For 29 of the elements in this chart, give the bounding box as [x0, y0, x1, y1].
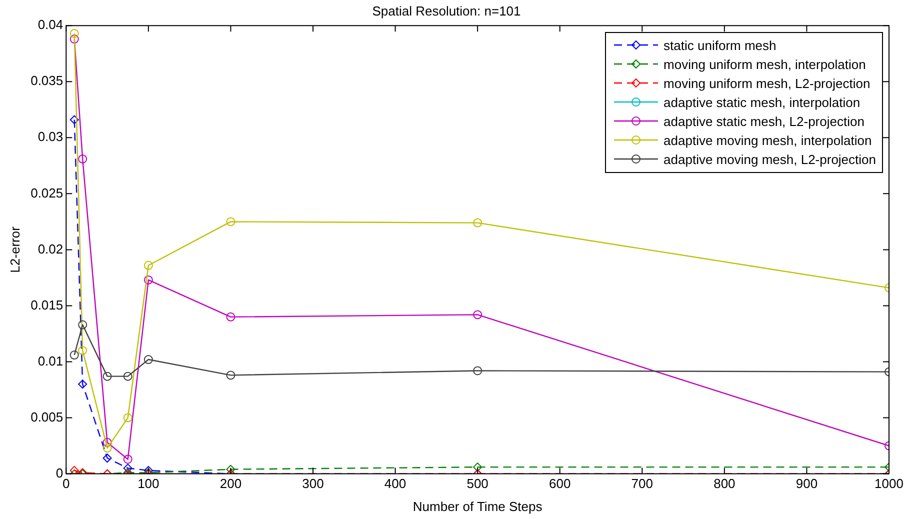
y-tick-label: 0.04: [38, 17, 64, 32]
x-tick-label: 200: [220, 476, 242, 492]
x-tick-label: 800: [714, 476, 736, 492]
x-tick-label: 900: [796, 476, 818, 492]
y-tick-label: 0.02: [38, 241, 64, 256]
legend-label: static uniform mesh: [664, 36, 776, 55]
legend-label: adaptive moving mesh, interpolation: [664, 132, 872, 150]
x-tick-label: 300: [302, 476, 324, 492]
y-tick-label: 0.015: [30, 297, 64, 312]
x-tick-label: 500: [466, 476, 488, 492]
legend-label: adaptive moving mesh, L2-projection: [664, 150, 876, 169]
y-tick-label: 0.03: [38, 129, 64, 144]
x-tick-label: 600: [549, 476, 571, 492]
legend-label: moving uniform mesh, interpolation: [664, 56, 866, 74]
y-tick-label: 0.035: [30, 73, 64, 88]
x-tick-label: 100: [138, 476, 160, 492]
x-tick-label: 400: [384, 476, 406, 492]
legend-label: adaptive static mesh, interpolation: [664, 94, 860, 112]
x-tick-label: 700: [631, 476, 653, 492]
y-tick-label: 0: [56, 465, 64, 480]
y-tick-label: 0.005: [30, 409, 64, 424]
x-tick-label: 1000: [874, 476, 904, 492]
chart-title: Spatial Resolution: n=101: [372, 3, 521, 18]
legend-label: adaptive static mesh, L2-projection: [664, 112, 864, 131]
legend-label: moving uniform mesh, L2-projection: [664, 74, 870, 93]
x-axis-title: Number of Time Steps: [412, 498, 543, 514]
y-axis-title: L2-error: [7, 226, 22, 273]
y-tick-label: 0.01: [38, 353, 64, 368]
y-tick-label: 0.025: [30, 185, 64, 200]
